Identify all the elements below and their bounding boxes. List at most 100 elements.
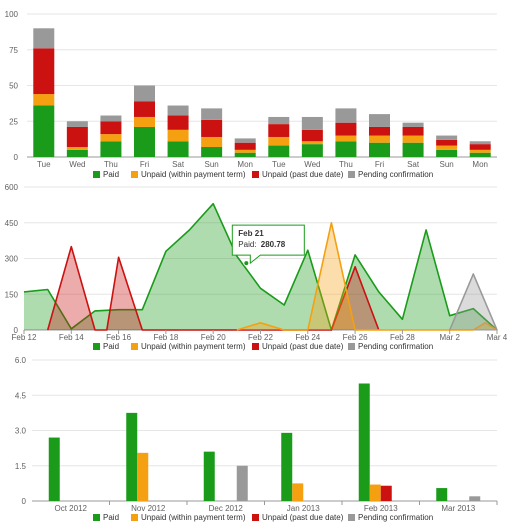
bar-unpaid-within-payment-term <box>134 116 155 127</box>
bar-paid <box>281 432 293 501</box>
bar-pending-confirmation <box>268 116 290 125</box>
x-tick-label: Sun <box>440 160 454 169</box>
y-tick-label: 1.5 <box>15 462 27 471</box>
y-tick-label: 6.0 <box>15 356 27 365</box>
y-tick-label: 3.0 <box>15 427 27 436</box>
bar-paid <box>48 437 60 501</box>
bar-unpaid-past-due-date <box>369 126 390 136</box>
x-tick-label: Jan 2013 <box>287 504 320 513</box>
bar-unpaid-within-payment-term <box>335 135 357 142</box>
y-tick-label: 600 <box>5 183 19 192</box>
legend-label-unpaid-past-due-date: Unpaid (past due date) <box>262 170 344 179</box>
tooltip-value: 280.78 <box>261 240 286 249</box>
legend-label-pending-confirmation: Pending confirmation <box>358 342 433 351</box>
y-tick-label: 0 <box>14 153 19 162</box>
bar-pending-confirmation <box>134 85 155 102</box>
tooltip-value-line: Paid: 280.78 <box>238 240 285 249</box>
bar-unpaid-past-due-date <box>335 122 357 136</box>
bar-unpaid-within-payment-term <box>292 483 304 501</box>
bar-unpaid-within-payment-term <box>66 146 88 150</box>
bar-unpaid-past-due-date <box>134 101 155 117</box>
legend-label-paid: Paid <box>103 513 119 522</box>
legend-label-pending-confirmation: Pending confirmation <box>358 170 433 179</box>
monthly-bar-chart: 0 1.5 3.0 4.5 6.0 Oct 2012 Nov 2012 Dec 2012 Jan… <box>15 356 498 522</box>
tooltip-box <box>231 224 305 265</box>
bar-paid <box>100 141 122 157</box>
legend-swatch-unpaid-past-due-date <box>252 171 259 178</box>
legend-swatch-unpaid-past-due-date <box>252 343 259 350</box>
area-pending-confirmation <box>449 274 497 330</box>
bar-unpaid-past-due-date <box>380 485 392 501</box>
bar-pending-confirmation <box>167 105 189 116</box>
legend-label-paid: Paid <box>103 342 119 351</box>
bar-pending-confirmation <box>234 138 256 143</box>
bar-pending-confirmation <box>369 114 390 127</box>
legend-label-unpaid-within-payment-term: Unpaid (within payment term) <box>141 342 246 351</box>
bar-unpaid-past-due-date <box>66 126 88 147</box>
x-tick-label: Wed <box>304 160 320 169</box>
tooltip-point <box>243 260 250 267</box>
legend-swatch-unpaid-within-payment-term <box>131 171 138 178</box>
x-tick-label: Feb 14 <box>59 333 84 342</box>
bar-pending-confirmation <box>236 465 248 501</box>
x-tick-label: Mon <box>472 160 488 169</box>
x-tick-label: Feb 22 <box>248 333 273 342</box>
bar-paid <box>66 149 88 157</box>
y-tick-label: 100 <box>5 10 19 19</box>
bar-unpaid-past-due-date <box>100 121 122 135</box>
legend-swatch-unpaid-past-due-date <box>252 514 259 521</box>
area-paid <box>24 203 497 330</box>
x-tick-label: Nov 2012 <box>131 504 166 513</box>
x-tick-label: Feb 26 <box>343 333 368 342</box>
legend-label-unpaid-past-due-date: Unpaid (past due date) <box>262 342 344 351</box>
bar-unpaid-within-payment-term <box>268 136 290 146</box>
y-tick-label: 150 <box>5 290 19 299</box>
x-tick-label: Feb 20 <box>201 333 226 342</box>
series-line-paid <box>23 202 498 331</box>
bar-paid <box>134 126 155 157</box>
bar-unpaid-past-due-date <box>33 48 55 95</box>
bar-unpaid-within-payment-term <box>369 135 390 143</box>
legend-swatch-pending-confirmation <box>348 171 355 178</box>
x-tick-label: Feb 2013 <box>364 504 398 513</box>
bar-unpaid-within-payment-term <box>369 484 381 501</box>
bar-paid <box>358 383 370 501</box>
x-tick-label: Thu <box>104 160 118 169</box>
bar-pending-confirmation <box>201 108 223 120</box>
legend-swatch-paid <box>93 343 100 350</box>
daily-area-chart: 0 150 300 450 600 Feb 12 Feb 14 Feb 16 Feb 18 Feb… <box>5 183 508 351</box>
bar-paid <box>234 152 256 157</box>
x-tick-label: Feb 12 <box>12 333 37 342</box>
x-tick-label: Wed <box>69 160 85 169</box>
y-tick-label: 4.5 <box>15 391 27 400</box>
bar-paid <box>402 142 424 157</box>
legend-swatch-pending-confirmation <box>348 514 355 521</box>
x-tick-label: Mar 4 <box>487 333 508 342</box>
x-tick-label: Mar 2013 <box>441 504 475 513</box>
x-tick-label: Tue <box>37 160 51 169</box>
bar-paid <box>436 149 458 157</box>
bar-unpaid-past-due-date <box>301 129 323 142</box>
y-tick-label: 25 <box>9 117 18 126</box>
x-tick-label: Oct 2012 <box>55 504 88 513</box>
x-tick-label: Feb 16 <box>106 333 131 342</box>
x-tick-label: Sun <box>205 160 219 169</box>
x-tick-label: Sat <box>407 160 420 169</box>
bar-unpaid-within-payment-term <box>137 452 149 501</box>
bar-unpaid-within-payment-term <box>469 149 491 153</box>
bar-unpaid-past-due-date <box>234 142 256 150</box>
legend-label-unpaid-past-due-date: Unpaid (past due date) <box>262 513 344 522</box>
y-tick-label: 0 <box>22 497 27 506</box>
x-tick-label: Feb 18 <box>153 333 178 342</box>
legend-swatch-unpaid-within-payment-term <box>131 343 138 350</box>
legend-swatch-paid <box>93 171 100 178</box>
y-tick-label: 300 <box>5 255 19 264</box>
bar-pending-confirmation <box>469 141 491 145</box>
x-tick-label: Dec 2012 <box>209 504 244 513</box>
bar-pending-confirmation <box>66 121 88 127</box>
legend-label-pending-confirmation: Pending confirmation <box>358 513 433 522</box>
bar-paid <box>268 145 290 157</box>
legend-label-paid: Paid <box>103 170 119 179</box>
x-tick-label: Tue <box>272 160 286 169</box>
x-tick-label: Feb 28 <box>390 333 415 342</box>
